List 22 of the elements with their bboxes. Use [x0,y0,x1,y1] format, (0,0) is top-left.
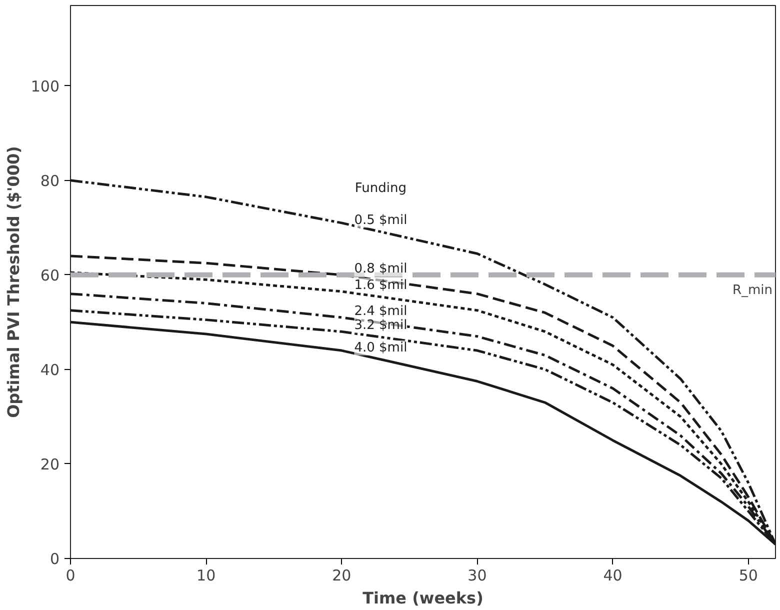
x-tick-label: 40 [603,566,622,584]
series-label: 1.6 $mil [354,278,408,293]
annotation: Funding [354,180,407,196]
series-label: 2.4 $mil [354,304,408,319]
x-tick-label: 50 [738,566,758,584]
series-label: 0.5 $mil [354,212,408,228]
x-axis-title: Time (weeks) [362,588,484,608]
y-tick-label: 40 [40,360,60,379]
y-axis-title: Optimal PVI Threshold ($'000) [4,146,23,418]
y-tick-label: 20 [40,455,60,474]
y-tick-label: 60 [40,266,60,284]
series-label: 4.0 $mil [354,340,408,356]
x-tick-label: 30 [468,566,487,584]
x-tick-label: 10 [196,566,216,584]
y-tick-label: 80 [40,172,60,190]
x-tick-label: 0 [66,566,76,584]
x-tick-label: 20 [332,566,352,584]
y-tick-label: 100 [30,77,60,96]
series-label: 0.8 $mil [354,261,408,276]
series-label: 3.2 $mil [354,318,408,334]
ref-line-label: R_min [732,282,773,298]
y-tick-label: 0 [50,550,60,568]
